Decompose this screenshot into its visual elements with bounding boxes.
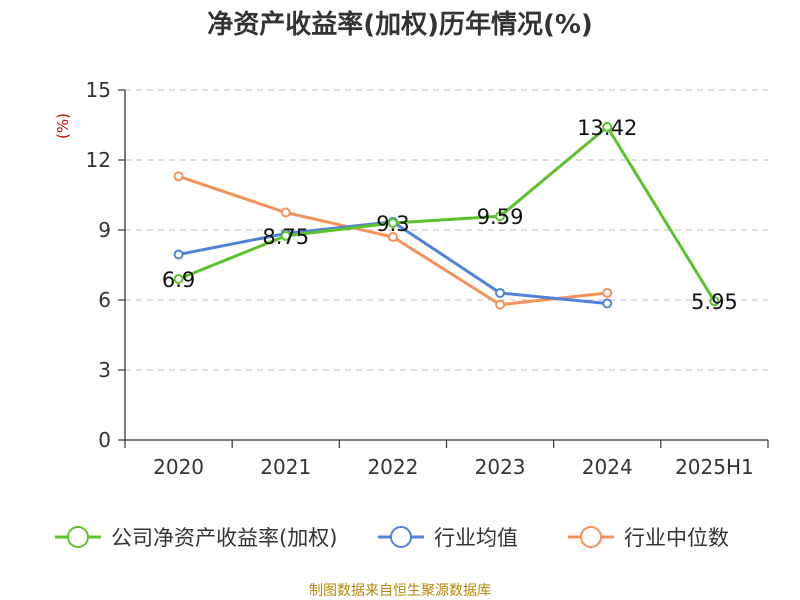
data-point bbox=[280, 207, 291, 218]
axes bbox=[124, 90, 768, 441]
y-tick-label: 9 bbox=[98, 218, 111, 242]
legend-label: 行业中位数 bbox=[624, 526, 729, 550]
data-label: 9.59 bbox=[477, 205, 524, 229]
data-point bbox=[495, 211, 506, 222]
data-label: 13.42 bbox=[577, 116, 637, 140]
x-tick-label: 2025H1 bbox=[675, 455, 754, 479]
data-label: 6.9 bbox=[162, 268, 195, 292]
x-tick-label: 2020 bbox=[153, 455, 204, 479]
data-label: 8.75 bbox=[262, 225, 309, 249]
legend-label: 公司净资产收益率(加权) bbox=[111, 526, 337, 550]
data-point bbox=[173, 249, 184, 260]
legend-item[interactable]: 行业均值 bbox=[378, 526, 518, 550]
chart-title: 净资产收益率(加权)历年情况(%) bbox=[207, 9, 593, 40]
x-axis-ticks: 2020 2021 2022 2023 2024 2025H1 bbox=[124, 440, 769, 479]
data-point bbox=[602, 288, 613, 298]
y-tick-label: 15 bbox=[86, 78, 111, 102]
legend-marker bbox=[390, 526, 412, 548]
data-point bbox=[495, 299, 506, 310]
source-note: 制图数据来自恒生聚源数据库 bbox=[309, 583, 491, 599]
y-tick-label: 12 bbox=[86, 148, 111, 172]
data-point bbox=[387, 232, 398, 242]
y-axis-ticks: 0 3 6 9 12 15 bbox=[86, 78, 125, 452]
data-labels: 6.9 8.75 9.3 9.59 13.42 5.95 bbox=[162, 116, 738, 314]
data-point bbox=[495, 288, 506, 298]
data-label: 5.95 bbox=[691, 290, 738, 314]
legend-item[interactable]: 行业中位数 bbox=[568, 526, 729, 550]
data-point bbox=[173, 171, 184, 182]
x-tick-label: 2022 bbox=[367, 455, 418, 479]
legend-label: 行业均值 bbox=[434, 526, 518, 550]
series-group bbox=[173, 121, 720, 310]
data-point bbox=[602, 121, 613, 132]
data-point bbox=[387, 218, 398, 228]
y-axis-unit-label: (%) bbox=[54, 113, 72, 139]
data-point bbox=[280, 230, 291, 241]
x-tick-label: 2024 bbox=[582, 455, 633, 479]
y-tick-label: 0 bbox=[98, 428, 111, 452]
y-tick-label: 6 bbox=[98, 288, 111, 312]
data-label: 9.3 bbox=[376, 212, 409, 236]
gridlines bbox=[125, 89, 768, 371]
legend-marker bbox=[580, 526, 602, 548]
y-tick-label: 3 bbox=[98, 358, 111, 382]
series-line bbox=[178, 125, 716, 302]
x-tick-label: 2023 bbox=[475, 455, 526, 479]
x-tick-label: 2021 bbox=[260, 455, 311, 479]
legend-item[interactable]: 公司净资产收益率(加权) bbox=[55, 526, 337, 550]
legend[interactable]: 公司净资产收益率(加权) 行业均值 行业中位数 bbox=[55, 526, 729, 550]
legend-marker bbox=[67, 526, 89, 548]
data-point bbox=[602, 298, 613, 309]
data-point bbox=[709, 296, 720, 307]
data-point bbox=[173, 274, 184, 284]
